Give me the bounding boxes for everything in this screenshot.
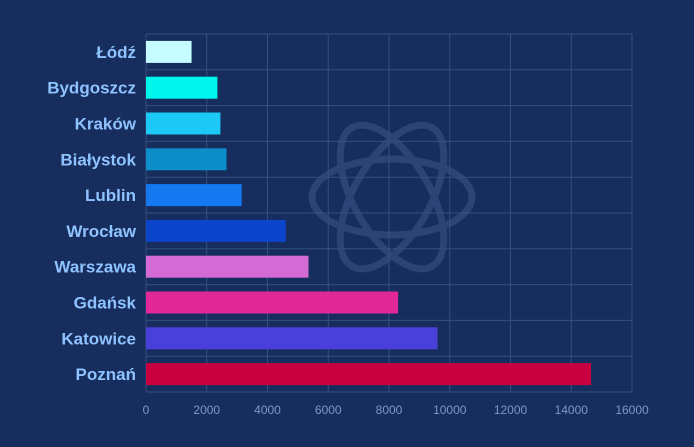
- bar: [146, 40, 192, 63]
- category-label: Łódź: [96, 43, 136, 62]
- x-tick-label: 14000: [555, 403, 589, 417]
- bars: [146, 40, 591, 386]
- category-label: Lublin: [85, 186, 136, 205]
- bar: [146, 112, 221, 135]
- category-label: Warszawa: [54, 258, 136, 277]
- category-label: Poznań: [76, 365, 136, 384]
- grid: [145, 33, 633, 393]
- category-label: Wrocław: [66, 222, 136, 241]
- x-tick-label: 4000: [254, 403, 281, 417]
- x-tick-label: 12000: [494, 403, 528, 417]
- bar: [146, 184, 242, 207]
- atom-logo-icon: [308, 121, 476, 273]
- category-label: Bydgoszcz: [47, 79, 136, 98]
- x-tick-label: 16000: [615, 403, 649, 417]
- bar: [146, 327, 438, 350]
- category-label: Kraków: [75, 115, 137, 134]
- bar: [146, 363, 591, 386]
- bar: [146, 291, 399, 314]
- category-label: Gdańsk: [74, 294, 137, 313]
- x-tick-label: 10000: [433, 403, 467, 417]
- bar: [146, 76, 218, 99]
- bar: [146, 219, 286, 242]
- x-tick-label: 6000: [315, 403, 342, 417]
- bar: [146, 148, 227, 171]
- x-tick-label: 8000: [376, 403, 403, 417]
- category-label: Białystok: [60, 150, 136, 169]
- x-tick-label: 0: [143, 403, 150, 417]
- category-labels: Łódź Bydgoszcz Kraków Białystok Lublin Wrocła…: [47, 43, 137, 384]
- bar: [146, 255, 309, 278]
- category-label: Katowice: [61, 329, 136, 348]
- x-tick-labels: 0 2000 4000 6000 8000 10000 12000 14000 16000: [143, 403, 649, 417]
- x-tick-label: 2000: [193, 403, 220, 417]
